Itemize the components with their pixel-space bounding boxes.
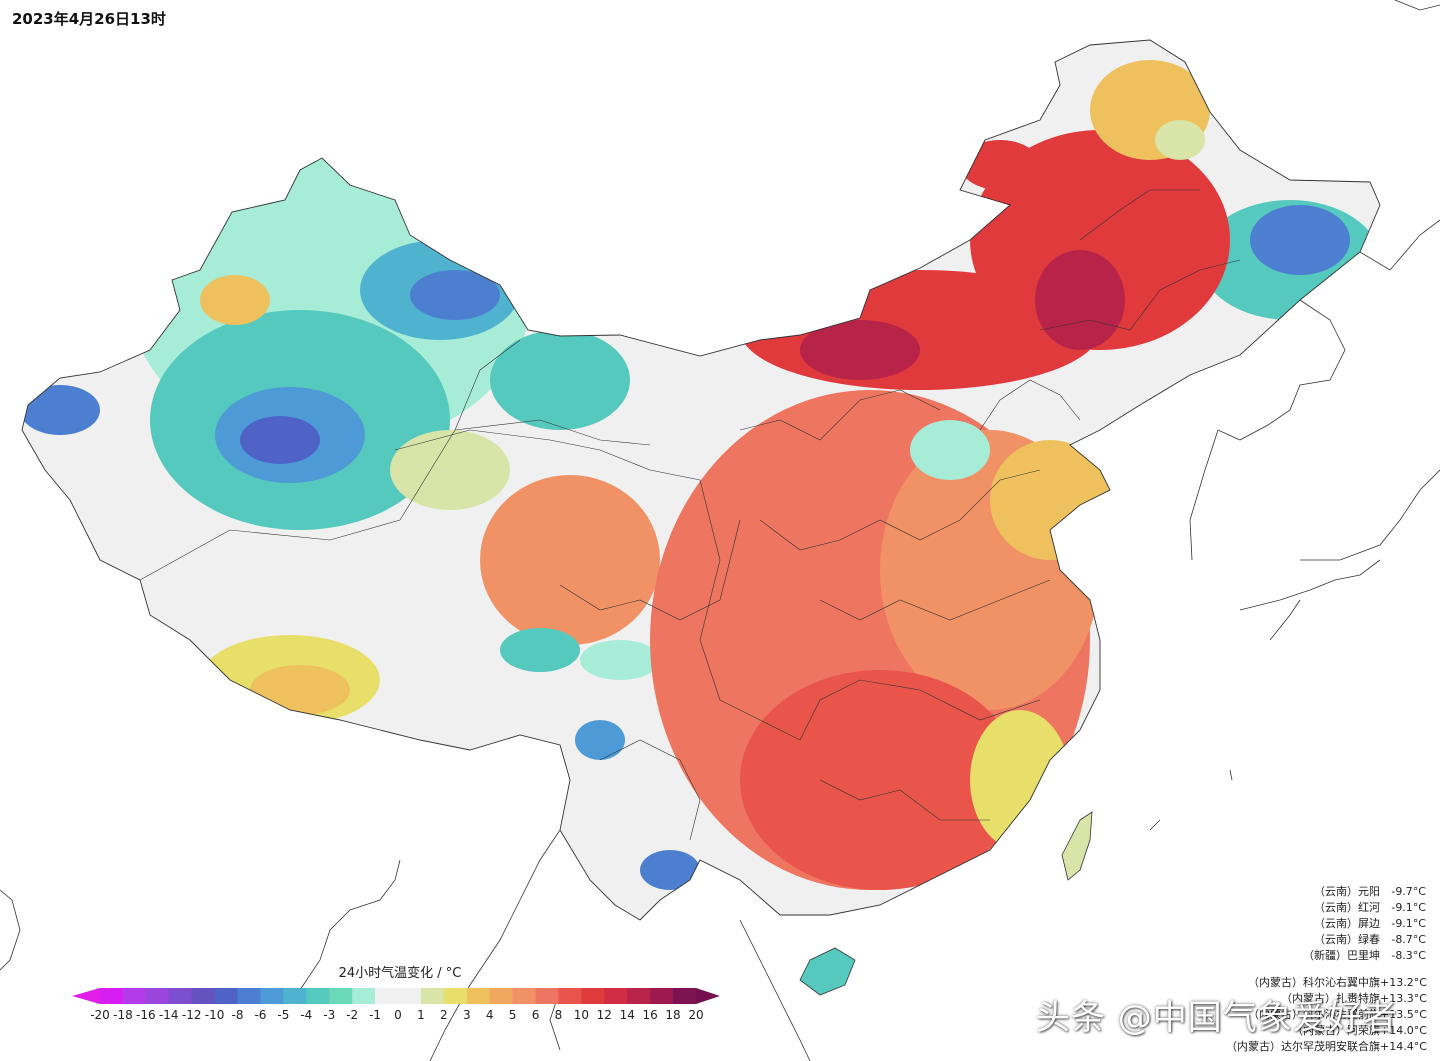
- legend-tick-label: -12: [182, 1008, 202, 1022]
- station-value: +14.0°C: [1380, 1024, 1427, 1037]
- legend-tick-label: -3: [323, 1008, 335, 1022]
- legend-tick-label: 14: [620, 1008, 635, 1022]
- station-name: （内蒙古）达尔罕茂明安联合旗: [1226, 1040, 1380, 1053]
- legend-swatch: [145, 988, 170, 1004]
- legend-tick-label: -10: [205, 1008, 225, 1022]
- legend-tick-label: 18: [665, 1008, 680, 1022]
- legend-tick-label: -2: [346, 1008, 358, 1022]
- legend-tick-label: -6: [254, 1008, 266, 1022]
- station-row: （新疆）巴里坤 -8.3°C: [1303, 948, 1426, 964]
- legend-tick-label: 10: [574, 1008, 589, 1022]
- station-row: （内蒙古）科尔沁右翼中旗+13.2°C: [1226, 975, 1427, 991]
- legend-tick-label: -5: [277, 1008, 289, 1022]
- legend-tick-label: 4: [486, 1008, 494, 1022]
- legend-tick-label: 8: [555, 1008, 563, 1022]
- legend-tick-label: 0: [394, 1008, 402, 1022]
- legend-swatch: [100, 988, 124, 1004]
- station-name: （内蒙古）扎赉特旗: [1281, 992, 1380, 1005]
- station-row: （云南）屏边 -9.1°C: [1303, 916, 1426, 932]
- legend-tick-label: 16: [643, 1008, 658, 1022]
- legend-tick-label: 12: [597, 1008, 612, 1022]
- coldest-stations-list: （云南）元阳 -9.7°C （云南）红河 -9.1°C （云南）屏边 -9.1°C （云南）…: [1303, 884, 1426, 964]
- legend-tick-label: 6: [532, 1008, 540, 1022]
- station-value: +13.5°C: [1380, 1008, 1427, 1021]
- legend-title: 24小时气温变化 / °C: [338, 966, 462, 981]
- legend-swatch: [237, 988, 261, 1004]
- station-value: +13.2°C: [1380, 976, 1427, 989]
- legend-tick-label: -20: [90, 1008, 110, 1022]
- legend-swatch: [650, 988, 674, 1004]
- legend-swatch: [352, 988, 376, 1004]
- station-name: （云南）屏边: [1314, 917, 1380, 930]
- station-value: +13.3°C: [1380, 992, 1427, 1005]
- legend-swatch: [398, 988, 422, 1004]
- station-value: -8.3°C: [1391, 949, 1426, 962]
- legend-swatch: [535, 988, 559, 1004]
- legend-tick-label: -1: [369, 1008, 381, 1022]
- legend-tick-label: 20: [688, 1008, 703, 1022]
- legend-swatch: [420, 988, 445, 1004]
- station-value: +14.4°C: [1380, 1040, 1427, 1053]
- legend-swatch: [466, 988, 491, 1004]
- station-name: （新疆）巴里坤: [1303, 949, 1380, 962]
- legend-tick-label: 5: [509, 1008, 517, 1022]
- legend-swatch: [122, 988, 147, 1004]
- station-name: （内蒙古）科尔沁右翼中旗: [1248, 976, 1380, 989]
- station-row: （内蒙古）阿荣旗+14.0°C: [1226, 1023, 1427, 1039]
- legend-swatch: [673, 988, 697, 1004]
- timestamp: 2023年4月26日13时: [12, 10, 166, 28]
- station-row: （内蒙古）达尔罕茂明安联合旗+14.4°C: [1226, 1039, 1427, 1055]
- station-row: （云南）元阳 -9.7°C: [1303, 884, 1426, 900]
- legend-swatch: [558, 988, 582, 1004]
- legend-tick-label: -18: [113, 1008, 133, 1022]
- station-name: （云南）红河: [1314, 901, 1380, 914]
- legend-swatch: [168, 988, 193, 1004]
- legend-tick-label: -8: [232, 1008, 244, 1022]
- legend-high-arrow: [696, 988, 720, 1004]
- legend-swatch: [512, 988, 537, 1004]
- station-value: -9.7°C: [1391, 885, 1426, 898]
- legend-swatch: [214, 988, 239, 1004]
- taiwan-island: [1061, 811, 1093, 881]
- station-value: -9.1°C: [1391, 901, 1426, 914]
- legend-low-arrow: [72, 988, 100, 1004]
- legend-tick-label: 3: [463, 1008, 471, 1022]
- station-row: （云南）绿春 -8.7°C: [1303, 932, 1426, 948]
- warmest-stations-list: （内蒙古）科尔沁右翼中旗+13.2°C （内蒙古）扎赉特旗+13.3°C （内蒙古）…: [1226, 975, 1427, 1055]
- watermark-text: 头条 @中国气象爱好者: [1036, 998, 1398, 1038]
- legend-swatch: [283, 988, 307, 1004]
- station-value: -8.7°C: [1391, 933, 1426, 946]
- station-name: （云南）元阳: [1314, 885, 1380, 898]
- legend-swatch: [604, 988, 628, 1004]
- legend-tick-label: -16: [136, 1008, 156, 1022]
- station-name: （内蒙古）科尔沁右翼前旗: [1248, 1008, 1380, 1021]
- legend-swatch: [443, 988, 468, 1004]
- legend-swatch: [489, 988, 514, 1004]
- legend-swatch: [627, 988, 651, 1004]
- station-name: （云南）绿春: [1314, 933, 1380, 946]
- legend-swatch: [375, 988, 399, 1004]
- legend-swatch: [581, 988, 605, 1004]
- color-legend-bar: -20 -18 -16 -14 -12 -10 -8 -6 -5 -4 -3 -2 -1 0 1 2 3 4 5 6 8…: [72, 988, 720, 1022]
- legend-tick-label: -4: [300, 1008, 312, 1022]
- legend-swatch: [191, 988, 216, 1004]
- legend-tick-label: 2: [440, 1008, 448, 1022]
- station-row: （内蒙古）扎赉特旗+13.3°C: [1226, 991, 1427, 1007]
- legend-tick-label: 1: [417, 1008, 425, 1022]
- legend-swatch: [329, 988, 353, 1004]
- station-row: （内蒙古）科尔沁右翼前旗+13.5°C: [1226, 1007, 1427, 1023]
- hainan-island: [799, 947, 856, 996]
- station-value: -9.1°C: [1391, 917, 1426, 930]
- legend-swatch: [260, 988, 284, 1004]
- legend-swatch: [306, 988, 330, 1004]
- legend-tick-label: -14: [159, 1008, 179, 1022]
- station-row: （云南）红河 -9.1°C: [1303, 900, 1426, 916]
- province-borders: [21, 39, 1381, 921]
- station-name: （内蒙古）阿荣旗: [1292, 1024, 1380, 1037]
